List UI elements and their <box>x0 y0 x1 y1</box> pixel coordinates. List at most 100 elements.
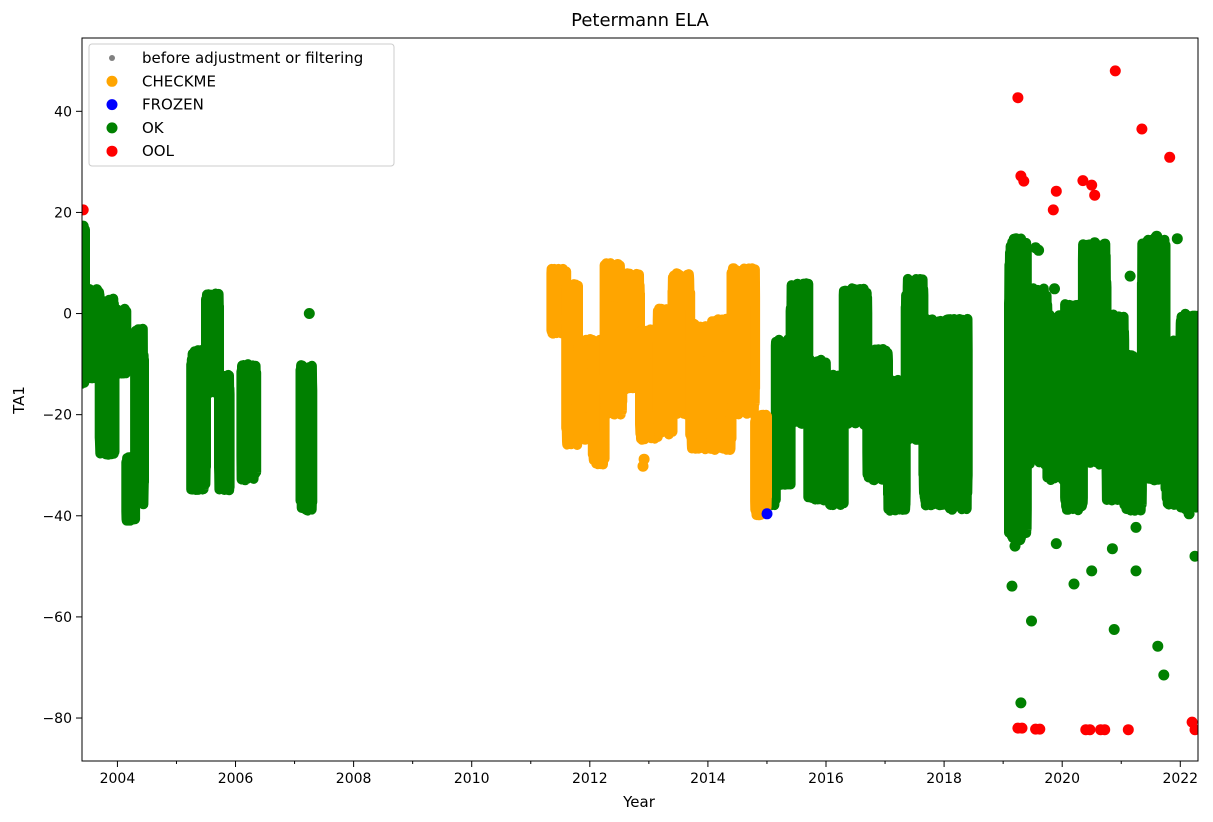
x-tick-label: 2022 <box>1162 771 1198 787</box>
legend-marker <box>106 145 118 157</box>
data-point-ok <box>82 220 89 232</box>
data-point-ok <box>1033 244 1045 256</box>
x-tick-label: 2020 <box>1044 771 1080 787</box>
data-point-ool <box>1077 175 1089 187</box>
data-point-ok <box>1171 233 1183 245</box>
y-tick-label: 40 <box>54 104 72 120</box>
x-tick-label: 2004 <box>100 771 136 787</box>
data-point-ok <box>1151 438 1163 450</box>
y-tick-label: −80 <box>42 711 72 727</box>
data-band-checkme <box>705 313 737 455</box>
data-point-ok <box>1068 578 1080 590</box>
series-frozen <box>761 508 773 520</box>
legend-marker <box>106 99 118 111</box>
data-point-ok <box>1189 310 1198 322</box>
data-point-ok <box>1079 269 1091 281</box>
data-band-ok <box>214 369 235 496</box>
data-band-ok <box>942 313 973 515</box>
legend-label: OOL <box>142 142 175 160</box>
data-point-ool <box>1034 723 1046 735</box>
legend-label: CHECKME <box>142 72 216 90</box>
data-point-ool <box>1189 724 1198 736</box>
legend-label: OK <box>142 119 165 137</box>
y-tick-label: −20 <box>42 408 72 424</box>
data-point-ok <box>1152 640 1164 652</box>
data-band-ok <box>109 303 132 379</box>
data-band-checkme <box>750 409 772 521</box>
data-point-ool <box>1099 724 1111 736</box>
data-point-ok <box>1012 515 1024 527</box>
y-tick-label: 0 <box>63 307 72 323</box>
series-ool <box>82 65 1198 736</box>
data-point-ok <box>1183 508 1195 520</box>
data-point-ok <box>1124 270 1136 282</box>
data-point-ool <box>1050 185 1062 197</box>
y-tick-label: −40 <box>42 509 72 525</box>
data-point-ok <box>1015 697 1027 709</box>
legend-label: before adjustment or filtering <box>142 49 363 67</box>
data-point-ool <box>1086 179 1098 191</box>
y-tick-label: −60 <box>42 610 72 626</box>
data-point-ok <box>82 245 90 257</box>
x-tick-label: 2008 <box>336 771 372 787</box>
legend-label: FROZEN <box>142 96 204 114</box>
data-point-ok <box>1049 283 1060 295</box>
series-ok <box>82 220 1198 709</box>
plot-frame <box>81 37 1199 762</box>
data-point-ool <box>1109 65 1121 77</box>
plot-marks <box>82 65 1198 736</box>
x-tick-label: 2006 <box>218 771 254 787</box>
legend-marker <box>106 122 118 134</box>
data-point-ool <box>1018 175 1030 187</box>
data-point-ok <box>1189 350 1198 361</box>
data-point-ok <box>1130 521 1142 533</box>
data-point-ool <box>82 204 89 216</box>
y-axis-label: TA1 <box>10 386 28 415</box>
data-point-ok <box>1142 235 1154 247</box>
data-point-ok <box>1050 538 1062 550</box>
data-band-ok <box>236 359 262 486</box>
data-point-ok <box>1009 540 1021 552</box>
data-point-ok <box>82 235 90 247</box>
data-band-ok <box>1175 308 1198 515</box>
legend-marker <box>106 75 118 87</box>
legend: before adjustment or filtering CHECKME FRO… <box>88 43 395 167</box>
data-point-ool <box>1089 189 1101 201</box>
data-point-ok <box>1158 669 1170 681</box>
data-band-checkme <box>726 263 761 420</box>
data-point-ool <box>1047 204 1059 216</box>
chart-title: Petermann ELA <box>571 10 709 31</box>
data-point-ok <box>1086 565 1098 577</box>
data-point-ool <box>1012 92 1024 104</box>
data-point-ok <box>1151 230 1163 242</box>
data-point-ok <box>1010 233 1022 245</box>
data-point-ool <box>1164 151 1176 163</box>
data-point-ok <box>1099 269 1111 281</box>
data-point-checkme <box>638 453 650 465</box>
data-band-ok <box>295 360 318 516</box>
data-point-ool <box>1122 724 1134 736</box>
legend-box <box>88 43 395 167</box>
x-tick-label: 2014 <box>690 771 726 787</box>
data-point-ok <box>1189 550 1198 562</box>
legend-marker <box>109 55 115 61</box>
data-point-ok <box>1026 615 1037 627</box>
x-tick-label: 2018 <box>926 771 962 787</box>
data-point-ok <box>1089 237 1101 249</box>
x-axis-label: Year <box>622 793 656 811</box>
data-point-ool <box>1016 722 1028 734</box>
data-point-ool <box>1084 724 1096 736</box>
series-checkme <box>546 258 772 521</box>
x-axis: 2004 2006 2008 2010 2012 2014 2016 2018 2020 2022 <box>100 761 1198 787</box>
x-tick-label: 2010 <box>454 771 490 787</box>
data-point-frozen <box>761 508 773 520</box>
x-tick-label: 2016 <box>808 771 844 787</box>
data-point-ok <box>1106 543 1118 555</box>
data-point-ok <box>1006 580 1018 592</box>
data-point-ok <box>303 308 315 319</box>
data-band-ok <box>130 323 149 510</box>
data-point-ok <box>1157 275 1169 287</box>
data-point-ok <box>1108 624 1120 635</box>
y-tick-label: 20 <box>54 205 72 221</box>
